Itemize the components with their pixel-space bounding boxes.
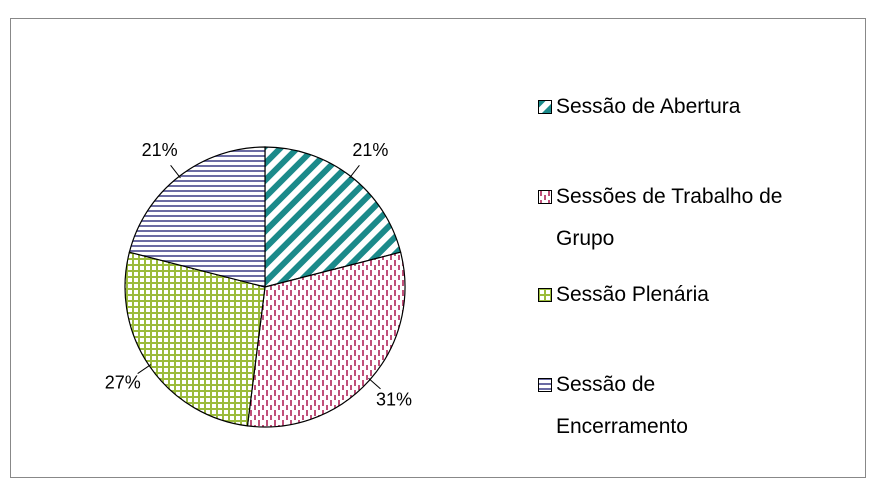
- data-label: 27%: [105, 372, 141, 392]
- legend-item: Sessões de Trabalho de Grupo: [538, 176, 788, 260]
- legend-label: Sessão de Abertura: [556, 95, 741, 118]
- legend-swatch: [538, 190, 552, 204]
- legend-label: Sessão Plenária: [556, 283, 709, 306]
- data-label: 21%: [142, 140, 178, 160]
- leader-line: [368, 377, 381, 390]
- legend-swatch: [538, 378, 552, 392]
- data-label: 31%: [376, 389, 412, 409]
- legend-swatch: [538, 288, 552, 302]
- legend-item: Sessão Plenária: [538, 274, 788, 316]
- leader-line: [170, 165, 181, 179]
- legend-item: Sessão de Abertura: [538, 86, 788, 128]
- legend-swatch: [538, 100, 552, 114]
- leader-line: [137, 364, 152, 374]
- legend-label: Sessões de Trabalho de Grupo: [556, 185, 783, 250]
- data-label: 21%: [352, 140, 388, 160]
- legend-label: Sessão de Encerramento: [556, 373, 688, 438]
- legend-item: Sessão de Encerramento: [538, 364, 788, 448]
- leader-line: [349, 165, 360, 179]
